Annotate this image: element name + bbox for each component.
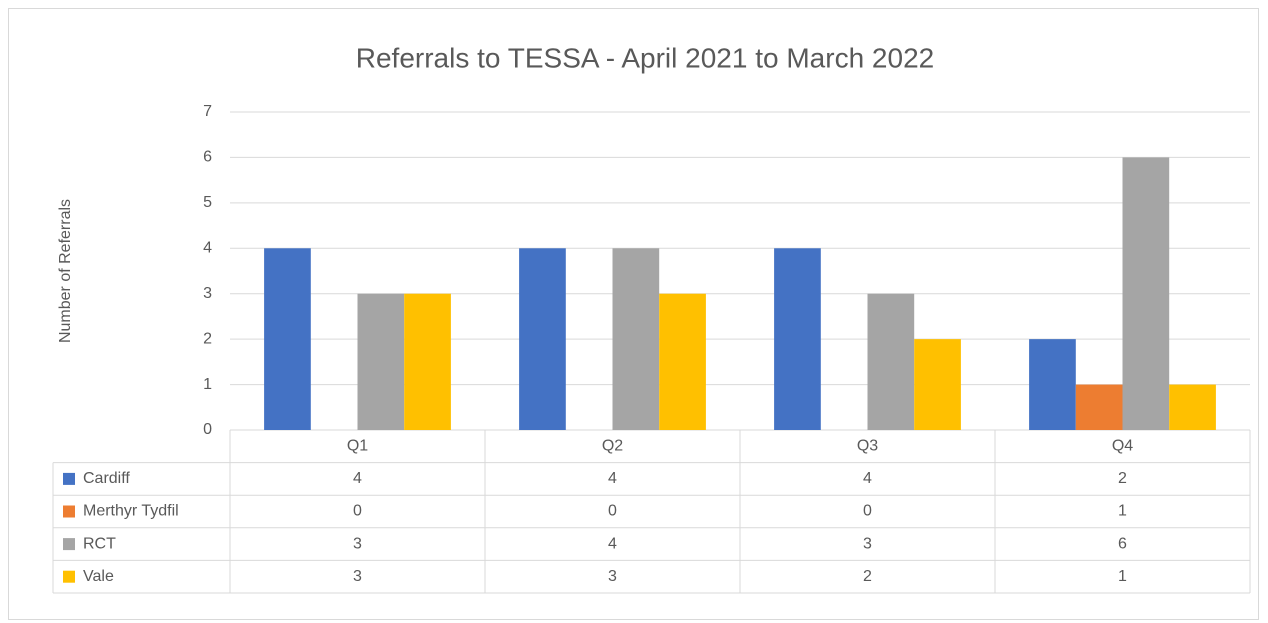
bar bbox=[1029, 339, 1076, 430]
table-value: 3 bbox=[608, 568, 617, 585]
y-tick-label: 4 bbox=[203, 240, 212, 257]
legend-key bbox=[63, 472, 75, 485]
bar bbox=[867, 293, 915, 430]
table-value: 1 bbox=[1118, 503, 1127, 520]
legend-label: Merthyr Tydfil bbox=[83, 503, 179, 520]
legend-key bbox=[63, 538, 75, 551]
table-value: 0 bbox=[608, 503, 617, 520]
table-value: 6 bbox=[1118, 535, 1127, 552]
x-tick-label: Q3 bbox=[857, 438, 878, 455]
bar bbox=[1169, 384, 1216, 430]
bar bbox=[519, 248, 566, 430]
table-value: 3 bbox=[353, 535, 362, 552]
x-tick-label: Q2 bbox=[602, 438, 623, 455]
legend-label: Cardiff bbox=[83, 470, 130, 487]
table-value: 4 bbox=[608, 470, 617, 487]
y-tick-label: 0 bbox=[203, 421, 212, 438]
bar bbox=[264, 248, 311, 430]
bar bbox=[659, 293, 706, 430]
legend-label: RCT bbox=[83, 535, 116, 552]
chart-title: Referrals to TESSA - April 2021 to March… bbox=[356, 42, 934, 73]
table-value: 1 bbox=[1118, 568, 1127, 585]
legend-key bbox=[63, 570, 75, 583]
bar bbox=[357, 293, 405, 430]
x-tick-label: Q4 bbox=[1112, 438, 1133, 455]
y-tick-label: 7 bbox=[203, 103, 212, 120]
y-tick-label: 1 bbox=[203, 376, 212, 393]
table-value: 4 bbox=[863, 470, 872, 487]
bar bbox=[1122, 157, 1170, 430]
bar bbox=[404, 293, 451, 430]
x-tick-label: Q1 bbox=[347, 438, 368, 455]
bar bbox=[774, 248, 821, 430]
y-tick-label: 3 bbox=[203, 285, 212, 302]
y-tick-label: 6 bbox=[203, 149, 212, 166]
table-value: 0 bbox=[353, 503, 362, 520]
bar bbox=[914, 339, 961, 430]
legend-label: Vale bbox=[83, 568, 114, 585]
y-tick-label: 2 bbox=[203, 330, 212, 347]
bar bbox=[1075, 384, 1123, 430]
table-value: 2 bbox=[1118, 470, 1127, 487]
y-axis-label: Number of Referrals bbox=[57, 199, 74, 343]
table-value: 0 bbox=[863, 503, 872, 520]
legend-key bbox=[63, 505, 75, 518]
table-value: 4 bbox=[353, 470, 362, 487]
bar bbox=[612, 248, 660, 430]
table-value: 3 bbox=[863, 535, 872, 552]
table-value: 4 bbox=[608, 535, 617, 552]
table-value: 3 bbox=[353, 568, 362, 585]
y-tick-label: 5 bbox=[203, 194, 212, 211]
table-value: 2 bbox=[863, 568, 872, 585]
